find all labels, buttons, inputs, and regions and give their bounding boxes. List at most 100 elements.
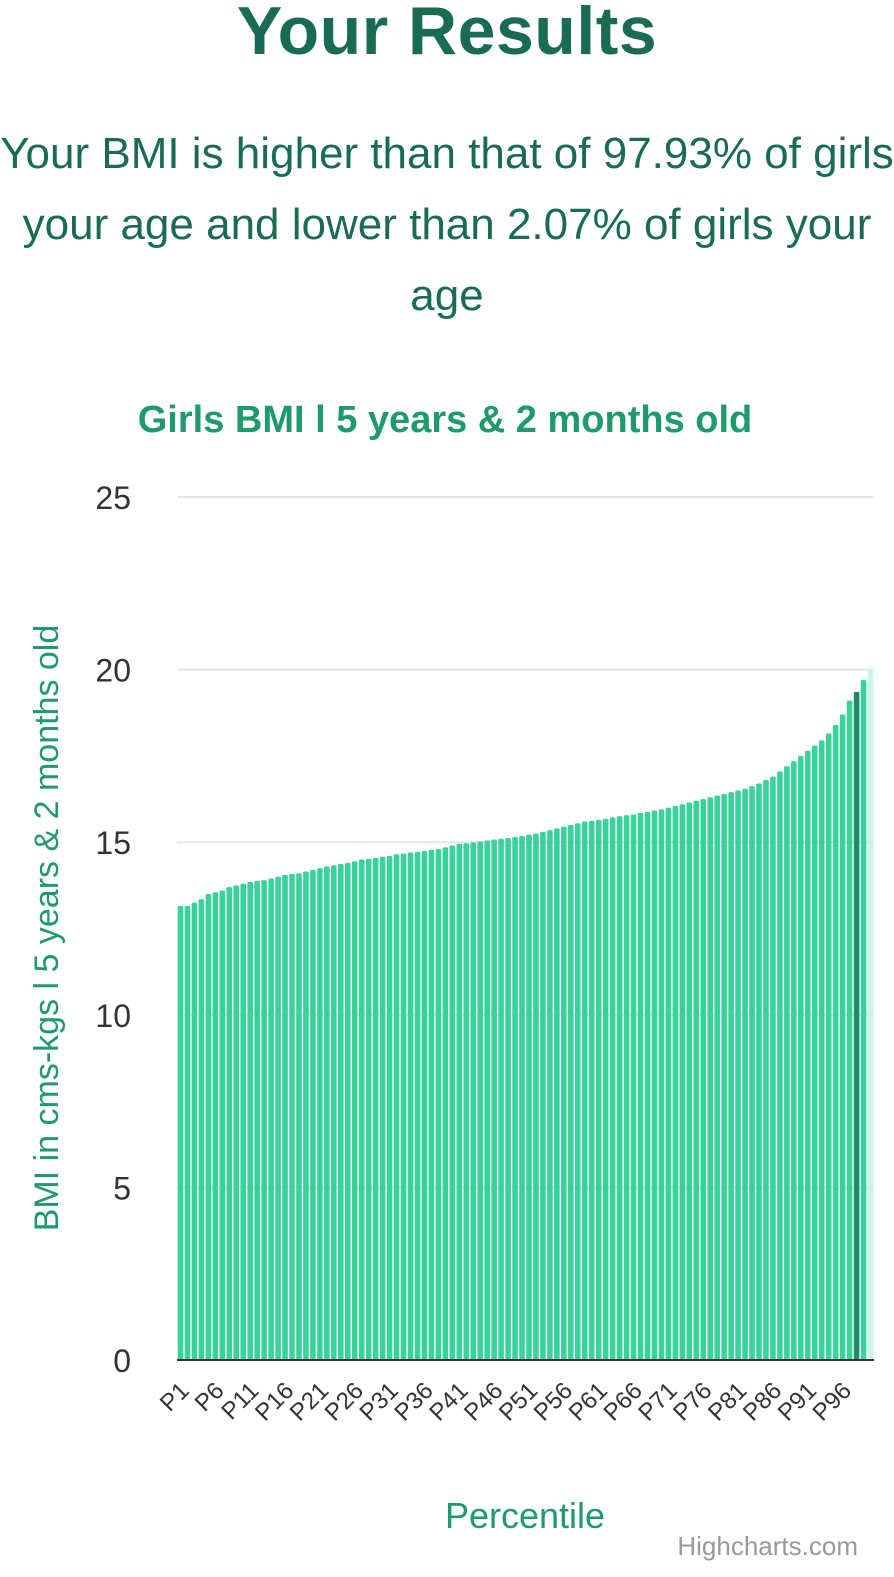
bar[interactable] bbox=[338, 863, 344, 1360]
bar[interactable] bbox=[749, 786, 755, 1360]
bar[interactable] bbox=[184, 906, 191, 1360]
bar[interactable] bbox=[644, 811, 651, 1360]
bar[interactable] bbox=[400, 853, 407, 1360]
bar[interactable] bbox=[296, 873, 302, 1360]
bar[interactable] bbox=[561, 826, 567, 1360]
bar[interactable] bbox=[407, 852, 414, 1360]
bar[interactable] bbox=[470, 842, 477, 1360]
bar[interactable] bbox=[393, 854, 400, 1360]
bar[interactable] bbox=[205, 893, 212, 1360]
bar[interactable] bbox=[463, 843, 470, 1360]
bar[interactable] bbox=[191, 902, 198, 1360]
bar[interactable] bbox=[351, 861, 358, 1360]
bar[interactable] bbox=[547, 830, 553, 1360]
bar[interactable] bbox=[310, 869, 316, 1360]
bar[interactable] bbox=[818, 740, 825, 1360]
bar[interactable] bbox=[282, 874, 288, 1360]
bar[interactable] bbox=[595, 819, 602, 1360]
bar[interactable] bbox=[324, 866, 330, 1360]
bar[interactable] bbox=[442, 847, 449, 1360]
bar[interactable] bbox=[240, 883, 247, 1360]
highcharts-credits-link[interactable]: Highcharts.com bbox=[677, 1531, 858, 1561]
bar[interactable] bbox=[219, 890, 226, 1360]
bar[interactable] bbox=[449, 845, 456, 1360]
bar[interactable] bbox=[177, 906, 184, 1360]
bar[interactable] bbox=[832, 724, 839, 1360]
bar-user-percentile[interactable] bbox=[853, 692, 860, 1360]
bar[interactable] bbox=[226, 887, 233, 1360]
bar[interactable] bbox=[233, 885, 240, 1360]
bar[interactable] bbox=[198, 899, 205, 1360]
bar[interactable] bbox=[602, 818, 609, 1360]
bar[interactable] bbox=[526, 834, 532, 1360]
bar[interactable] bbox=[616, 816, 623, 1360]
bar[interactable] bbox=[568, 824, 574, 1360]
bar[interactable] bbox=[254, 880, 260, 1360]
bar[interactable] bbox=[651, 810, 658, 1360]
bar[interactable] bbox=[435, 849, 442, 1360]
bar[interactable] bbox=[519, 835, 525, 1360]
bar[interactable] bbox=[811, 745, 818, 1360]
bar[interactable] bbox=[721, 793, 727, 1360]
bar[interactable] bbox=[665, 807, 672, 1360]
bar[interactable] bbox=[581, 821, 588, 1360]
bar[interactable] bbox=[825, 733, 832, 1360]
bar[interactable] bbox=[512, 837, 518, 1360]
bar[interactable] bbox=[365, 858, 372, 1360]
bar[interactable] bbox=[693, 800, 700, 1360]
bar[interactable] bbox=[777, 771, 783, 1360]
bar[interactable] bbox=[846, 700, 853, 1360]
bar[interactable] bbox=[303, 871, 309, 1360]
bar[interactable] bbox=[742, 788, 748, 1360]
bar[interactable] bbox=[554, 828, 560, 1360]
bar[interactable] bbox=[839, 714, 846, 1360]
bar[interactable] bbox=[860, 679, 867, 1360]
bar[interactable] bbox=[484, 840, 490, 1360]
bar[interactable] bbox=[700, 799, 707, 1360]
bar[interactable] bbox=[637, 812, 644, 1360]
bar[interactable] bbox=[574, 823, 581, 1360]
bar[interactable] bbox=[686, 802, 693, 1361]
bar[interactable] bbox=[763, 780, 769, 1360]
bar[interactable] bbox=[344, 862, 351, 1360]
bar[interactable] bbox=[588, 820, 595, 1360]
bar[interactable] bbox=[798, 755, 804, 1360]
bar[interactable] bbox=[679, 804, 686, 1360]
bar[interactable] bbox=[791, 761, 797, 1360]
bar[interactable] bbox=[261, 880, 267, 1360]
bar[interactable] bbox=[540, 831, 546, 1360]
bar[interactable] bbox=[609, 817, 616, 1360]
bar[interactable] bbox=[505, 838, 511, 1360]
bar[interactable] bbox=[658, 809, 665, 1360]
bar[interactable] bbox=[421, 850, 428, 1360]
bar[interactable] bbox=[707, 797, 713, 1360]
bar[interactable] bbox=[477, 841, 483, 1360]
bar[interactable] bbox=[372, 857, 379, 1360]
bar[interactable] bbox=[784, 766, 790, 1360]
bar[interactable] bbox=[428, 849, 435, 1360]
bar[interactable] bbox=[728, 792, 734, 1360]
bar[interactable] bbox=[456, 843, 463, 1360]
bar[interactable] bbox=[630, 814, 637, 1360]
bar[interactable] bbox=[386, 856, 393, 1360]
bar[interactable] bbox=[623, 815, 630, 1360]
bar[interactable] bbox=[379, 856, 386, 1360]
bar[interactable] bbox=[275, 876, 281, 1360]
bar[interactable] bbox=[735, 790, 741, 1360]
bar[interactable] bbox=[212, 892, 219, 1360]
bar[interactable] bbox=[491, 839, 497, 1360]
bar[interactable] bbox=[247, 881, 253, 1360]
bar[interactable] bbox=[533, 833, 539, 1360]
bar[interactable] bbox=[289, 873, 295, 1360]
bar[interactable] bbox=[331, 865, 337, 1360]
bar[interactable] bbox=[317, 868, 323, 1360]
bar[interactable] bbox=[805, 750, 811, 1360]
bar[interactable] bbox=[498, 838, 504, 1360]
bar[interactable] bbox=[714, 795, 720, 1360]
bar[interactable] bbox=[770, 776, 776, 1360]
bar[interactable] bbox=[756, 783, 762, 1360]
bar[interactable] bbox=[414, 851, 421, 1360]
bar[interactable] bbox=[358, 859, 365, 1360]
bar[interactable] bbox=[672, 805, 679, 1360]
bar[interactable] bbox=[268, 878, 274, 1360]
